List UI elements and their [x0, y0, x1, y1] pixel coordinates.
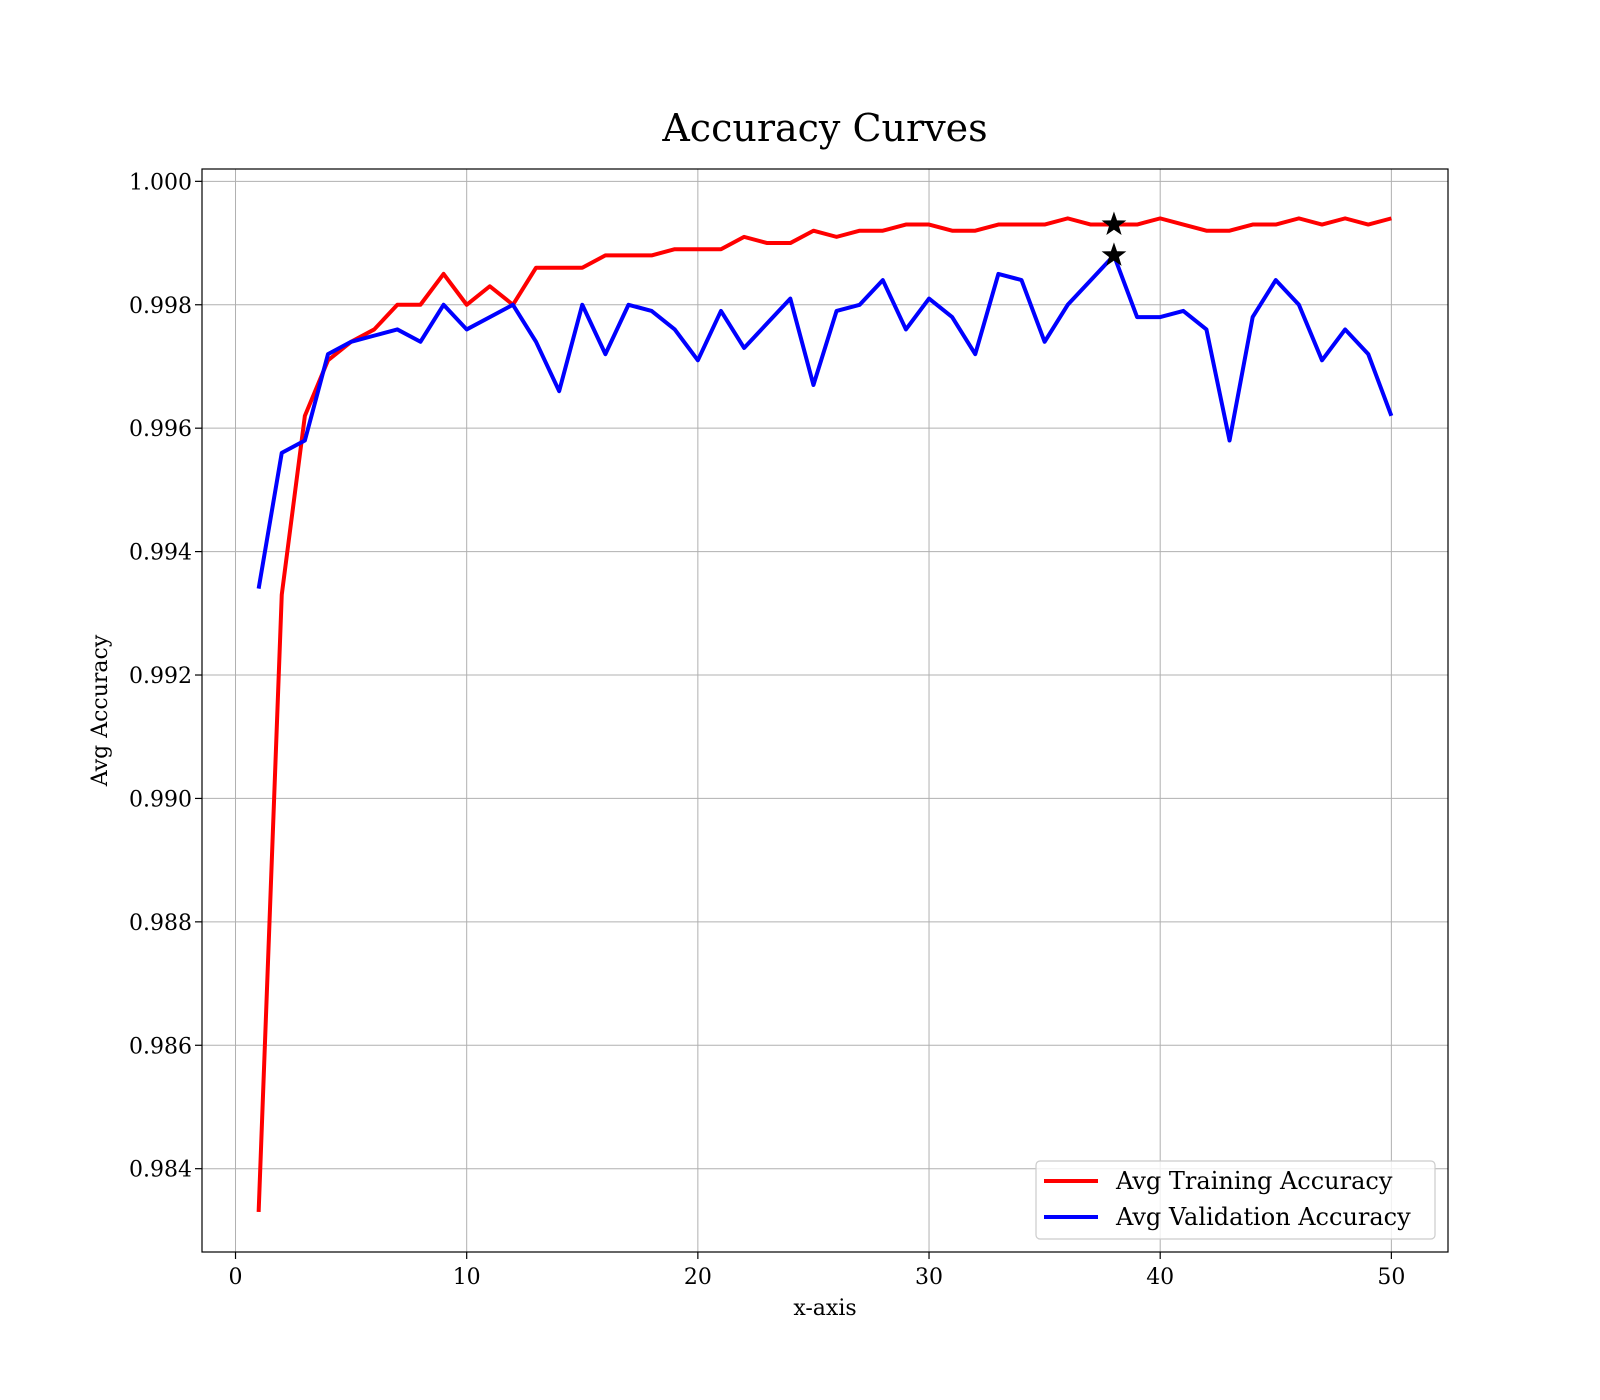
legend-label: Avg Training Accuracy	[1115, 1167, 1393, 1195]
series-layer	[256, 216, 1394, 1212]
y-tick-label: 0.996	[129, 417, 192, 442]
y-tick-label: 0.990	[129, 787, 192, 812]
legend-label: Avg Validation Accuracy	[1115, 1203, 1411, 1231]
y-axis-title: Avg Accuracy	[88, 634, 113, 787]
axis-ticks: 0 10 20 30 40 50 0.984 0.986 0.988 0.990 0.992 0.99…	[129, 170, 1405, 1290]
y-tick-label: 0.994	[129, 541, 192, 566]
y-tick-label: 0.988	[129, 911, 192, 936]
training-accuracy-line	[256, 216, 1392, 1212]
x-tick-label: 20	[684, 1265, 712, 1290]
chart-title: Accuracy Curves	[661, 106, 987, 150]
x-tick-label: 30	[915, 1265, 943, 1290]
y-tick-label: 0.992	[129, 664, 192, 689]
x-tick-label: 50	[1377, 1265, 1405, 1290]
y-tick-label: 1.000	[129, 170, 192, 195]
x-tick-label: 10	[453, 1265, 481, 1290]
best-training-star-marker	[1101, 211, 1127, 236]
y-tick-label: 0.986	[129, 1034, 192, 1059]
legend-box	[1035, 1160, 1436, 1240]
best-epoch-markers	[1101, 211, 1127, 266]
validation-accuracy-line	[256, 253, 1394, 589]
plot-area-frame	[201, 168, 1449, 1253]
grid	[202, 169, 1448, 1252]
x-tick-label: 0	[229, 1265, 243, 1290]
legend: Avg Training Accuracy Avg Validation Accu…	[1035, 1160, 1436, 1240]
x-axis-title: x-axis	[793, 1296, 856, 1321]
x-tick-label: 40	[1146, 1265, 1174, 1290]
best-validation-star-marker	[1101, 242, 1127, 266]
y-tick-label: 0.984	[129, 1158, 192, 1183]
y-tick-label: 0.998	[129, 294, 192, 319]
